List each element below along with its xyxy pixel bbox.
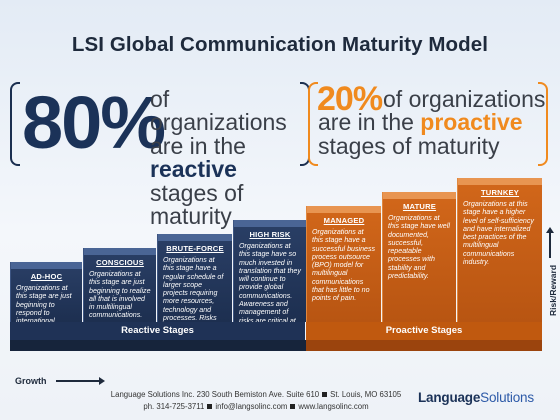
- stage-description: Organizations at this stage have a highe…: [463, 200, 534, 267]
- stage-description: Organizations at this stage have well do…: [388, 214, 450, 281]
- footer-web[interactable]: www.langsolinc.com: [298, 402, 369, 411]
- stage-title: TURNKEY: [480, 188, 520, 197]
- risk-reward-label: Risk/Reward: [548, 264, 558, 316]
- stage-card-mature: MATURE Organizations at this stage have …: [382, 192, 456, 322]
- stage-description: Organizations at this stage have a regul…: [163, 256, 224, 322]
- footer-city: St. Louis, MO 63105: [330, 390, 402, 399]
- bullet-square-icon: [207, 403, 213, 409]
- growth-arrow-icon: [56, 377, 105, 385]
- stage-description: Organizations at this stage are just beg…: [89, 270, 151, 320]
- stage-card-turnkey: TURNKEY Organizations at this stage have…: [457, 178, 542, 322]
- stage-title: BRUTE-FORCE: [166, 244, 224, 253]
- proactive-stat-line2: are in the proactive: [318, 111, 545, 134]
- logo-part1: Language: [418, 390, 481, 405]
- proactive-percent: 20%: [317, 80, 383, 118]
- bullet-square-icon: [322, 391, 328, 397]
- reactive-stat-line3: stages of maturity: [150, 179, 244, 230]
- footer-address-line: Language Solutions Inc. 230 South Bemist…: [96, 390, 416, 399]
- proactive-stat-text: of organizations are in the proactive st…: [318, 86, 546, 159]
- stage-card-ad-hoc: AD-HOC Organizations at this stage are j…: [10, 262, 82, 322]
- reactive-stat-line2-prefix: are in the: [150, 132, 246, 159]
- footer-address: Language Solutions Inc. 230 South Bemist…: [110, 390, 320, 399]
- reactive-stat-line2: are in the reactive: [150, 132, 310, 183]
- card-cap: [11, 262, 82, 269]
- card-cap: [458, 178, 542, 185]
- reactive-base-shelf: [10, 340, 306, 351]
- proactive-stat-block: 20% of organizations are in the proactiv…: [308, 80, 548, 166]
- risk-reward-arrow-icon: [546, 227, 554, 258]
- stage-title: MATURE: [402, 202, 437, 211]
- stage-title: CONSCIOUS: [96, 258, 144, 267]
- right-bracket: [538, 82, 548, 166]
- stage-title: HIGH RISK: [249, 230, 291, 239]
- proactive-keyword: proactive: [420, 109, 523, 136]
- logo-part2: Solutions: [480, 390, 534, 405]
- left-bracket: [308, 82, 318, 166]
- proactive-base-shelf: [306, 340, 542, 351]
- stage-card-managed: MANAGED Organizations at this stage have…: [306, 206, 381, 322]
- stage-description: Organizations at this stage have a succe…: [312, 228, 376, 303]
- stage-title: AD-HOC: [30, 272, 63, 281]
- reactive-stat-block: 80% of organizations are in the reactive…: [10, 81, 310, 228]
- footer-phone: ph. 314-725-3711: [143, 402, 205, 411]
- footer-email[interactable]: info@langsolinc.com: [215, 402, 288, 411]
- stage-description: Organizations at this stage are just beg…: [16, 284, 72, 322]
- stage-card-conscious: CONSCIOUS Organizations at this stage ar…: [83, 248, 156, 322]
- card-cap: [84, 248, 156, 255]
- proactive-stat-line2-prefix: are in the: [318, 109, 414, 136]
- reactive-stages-label: Reactive Stages: [10, 322, 305, 340]
- reactive-percent: 80%: [22, 81, 166, 164]
- left-bracket: [10, 82, 20, 166]
- page-title: LSI Global Communication Maturity Model: [71, 33, 489, 56]
- card-cap: [158, 234, 232, 241]
- stage-card-high-risk: HIGH RISK Organizations at this stage ha…: [233, 220, 306, 322]
- stage-card-brute-force: BRUTE-FORCE Organizations at this stage …: [157, 234, 232, 322]
- stage-description: Organizations at this stage have so much…: [239, 242, 301, 322]
- reactive-stat-text: of organizations are in the reactive sta…: [150, 86, 310, 230]
- reactive-keyword: reactive: [150, 156, 237, 183]
- footer-contact-line: ph. 314-725-3711 info@langsolinc.com www.l…: [96, 402, 416, 411]
- card-cap: [234, 220, 306, 227]
- language-solutions-logo: LanguageSolutions: [418, 390, 534, 405]
- bullet-square-icon: [290, 403, 296, 409]
- reactive-stat-line1: of organizations: [150, 86, 287, 136]
- card-cap: [307, 206, 381, 213]
- proactive-stat-line3: stages of maturity: [318, 132, 500, 159]
- card-cap: [383, 192, 456, 199]
- proactive-stat-line1: of organizations: [383, 86, 546, 112]
- growth-label: Growth: [15, 376, 47, 386]
- stage-title: MANAGED: [323, 216, 365, 225]
- proactive-stages-label: Proactive Stages: [306, 322, 542, 340]
